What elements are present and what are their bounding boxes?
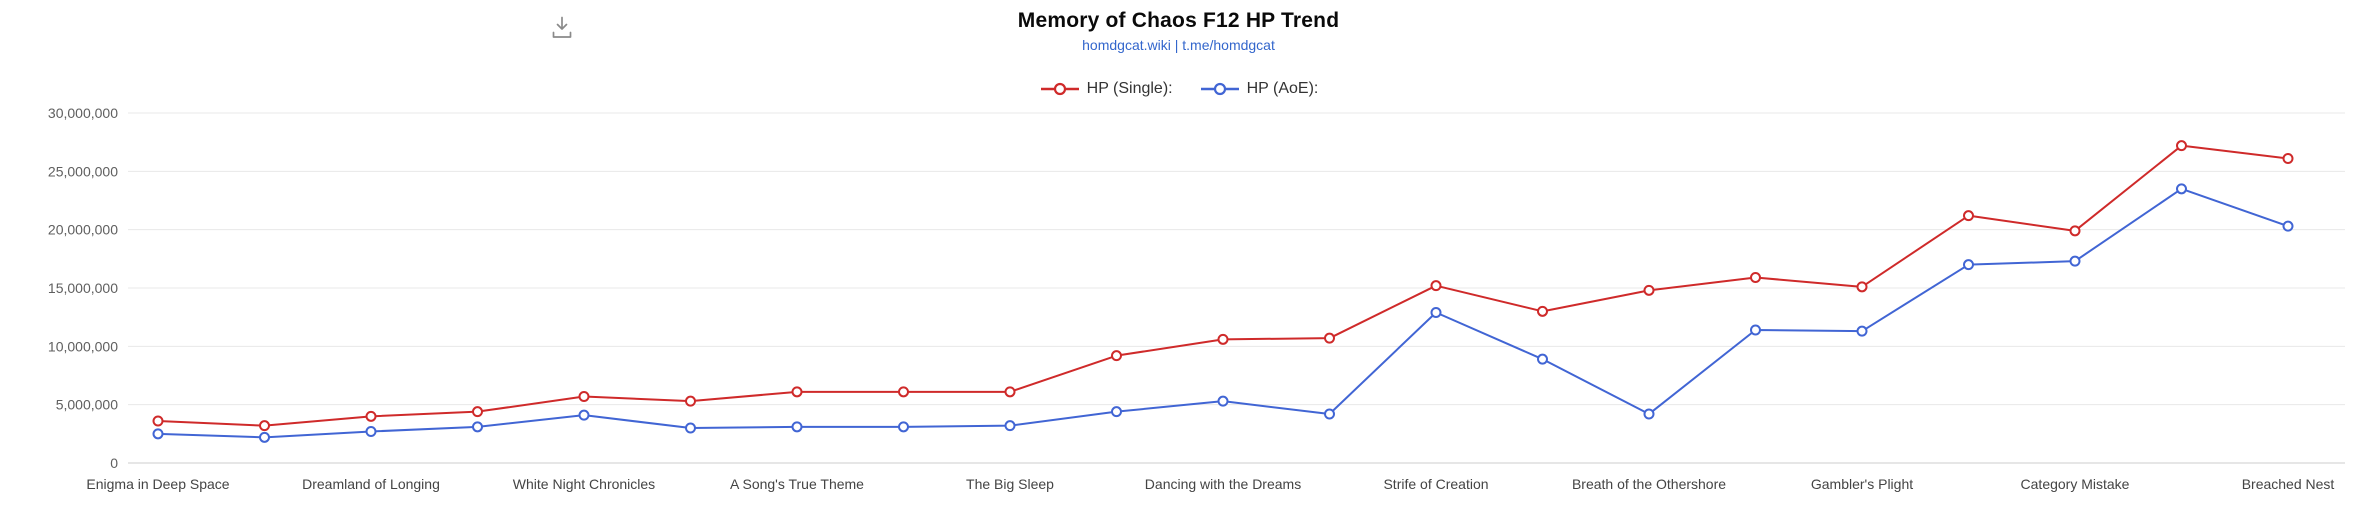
legend-marker-line-icon — [1040, 82, 1079, 96]
data-point-marker[interactable] — [472, 406, 483, 418]
y-axis-tick-label: 25,000,000 — [48, 163, 118, 179]
data-point-marker[interactable] — [1430, 280, 1442, 292]
y-axis-tick-label: 0 — [110, 455, 118, 471]
x-axis-tick-label: Category Mistake — [2021, 476, 2130, 492]
data-point-marker[interactable] — [1750, 324, 1761, 336]
data-point-marker[interactable] — [472, 421, 483, 433]
data-point-marker[interactable] — [2069, 225, 2081, 237]
data-point-marker[interactable] — [1963, 259, 1974, 271]
data-point-marker[interactable] — [1004, 420, 1016, 432]
data-point-marker[interactable] — [1750, 272, 1761, 283]
save-as-image-button[interactable] — [550, 15, 574, 41]
x-axis-tick-label: Enigma in Deep Space — [86, 476, 229, 492]
data-point-marker[interactable] — [791, 421, 803, 433]
x-axis-tick-label: A Song's True Theme — [730, 476, 864, 492]
data-point-marker[interactable] — [1111, 406, 1122, 418]
data-point-marker[interactable] — [1004, 386, 1016, 398]
x-axis-tick-label: Dancing with the Dreams — [1145, 476, 1301, 492]
x-axis-tick-label: Strife of Creation — [1383, 476, 1488, 492]
data-point-marker[interactable] — [1856, 325, 1868, 337]
legend-label: HP (AoE): — [1246, 80, 1319, 97]
legend: HP (Single): HP (AoE): — [0, 80, 2357, 98]
series-line — [157, 144, 2289, 427]
data-point-marker[interactable] — [1856, 281, 1868, 293]
data-point-marker[interactable] — [791, 386, 803, 398]
data-point-marker[interactable] — [259, 420, 270, 432]
legend-marker-line-icon — [1200, 82, 1239, 96]
y-axis-tick-label: 30,000,000 — [48, 105, 118, 121]
data-point-marker[interactable] — [578, 391, 590, 402]
x-axis-tick-label: White Night Chronicles — [513, 476, 655, 492]
data-point-marker[interactable] — [2282, 220, 2294, 232]
data-point-marker[interactable] — [1537, 305, 1548, 317]
chart-subtitle: homdgcat.wiki | t.me/homdgcat — [0, 37, 2357, 53]
subtitle-links[interactable]: homdgcat.wiki | t.me/homdgcat — [1082, 37, 1275, 53]
data-point-marker[interactable] — [2176, 140, 2187, 152]
x-axis-tick-label: Breath of the Othershore — [1572, 476, 1726, 492]
data-point-marker[interactable] — [365, 426, 377, 437]
y-axis-tick-label: 5,000,000 — [56, 397, 118, 413]
data-point-marker[interactable] — [1643, 284, 1655, 296]
data-point-marker[interactable] — [2176, 183, 2187, 195]
data-point-marker[interactable] — [1430, 307, 1442, 318]
data-point-marker[interactable] — [1643, 408, 1655, 420]
data-point-marker[interactable] — [898, 386, 909, 398]
data-point-marker[interactable] — [365, 410, 377, 422]
legend-label: HP (Single): — [1086, 80, 1173, 97]
data-point-marker[interactable] — [685, 395, 696, 407]
data-point-marker[interactable] — [1217, 333, 1229, 345]
download-icon — [552, 16, 572, 38]
chart-title: Memory of Chaos F12 HP Trend — [1017, 9, 1340, 32]
data-point-marker[interactable] — [578, 409, 590, 421]
data-point-marker[interactable] — [1111, 350, 1122, 362]
data-point-marker[interactable] — [259, 431, 270, 443]
y-axis-tick-label: 10,000,000 — [48, 338, 118, 354]
data-point-marker[interactable] — [152, 415, 164, 427]
legend-item-hp-aoe[interactable]: HP (AoE): — [1199, 80, 1319, 98]
x-axis-tick-label: Dreamland of Longing — [302, 476, 440, 492]
data-point-marker[interactable] — [1324, 408, 1335, 420]
data-point-marker[interactable] — [898, 421, 909, 433]
x-axis-tick-label: Gambler's Plight — [1811, 476, 1913, 492]
data-point-marker[interactable] — [2282, 153, 2294, 164]
data-point-marker[interactable] — [1963, 210, 1974, 222]
data-point-marker[interactable] — [1217, 395, 1229, 407]
x-axis-tick-label: Breached Nest — [2242, 476, 2335, 492]
data-point-marker[interactable] — [1324, 332, 1335, 344]
legend-item-hp-single[interactable]: HP (Single): — [1039, 80, 1173, 98]
data-point-marker[interactable] — [152, 428, 164, 440]
data-point-marker[interactable] — [1537, 353, 1548, 365]
y-axis-tick-label: 20,000,000 — [48, 222, 118, 238]
y-axis-tick-label: 15,000,000 — [48, 280, 118, 296]
data-point-marker[interactable] — [685, 422, 696, 434]
x-axis-tick-label: The Big Sleep — [966, 476, 1054, 492]
data-point-marker[interactable] — [2069, 255, 2081, 267]
